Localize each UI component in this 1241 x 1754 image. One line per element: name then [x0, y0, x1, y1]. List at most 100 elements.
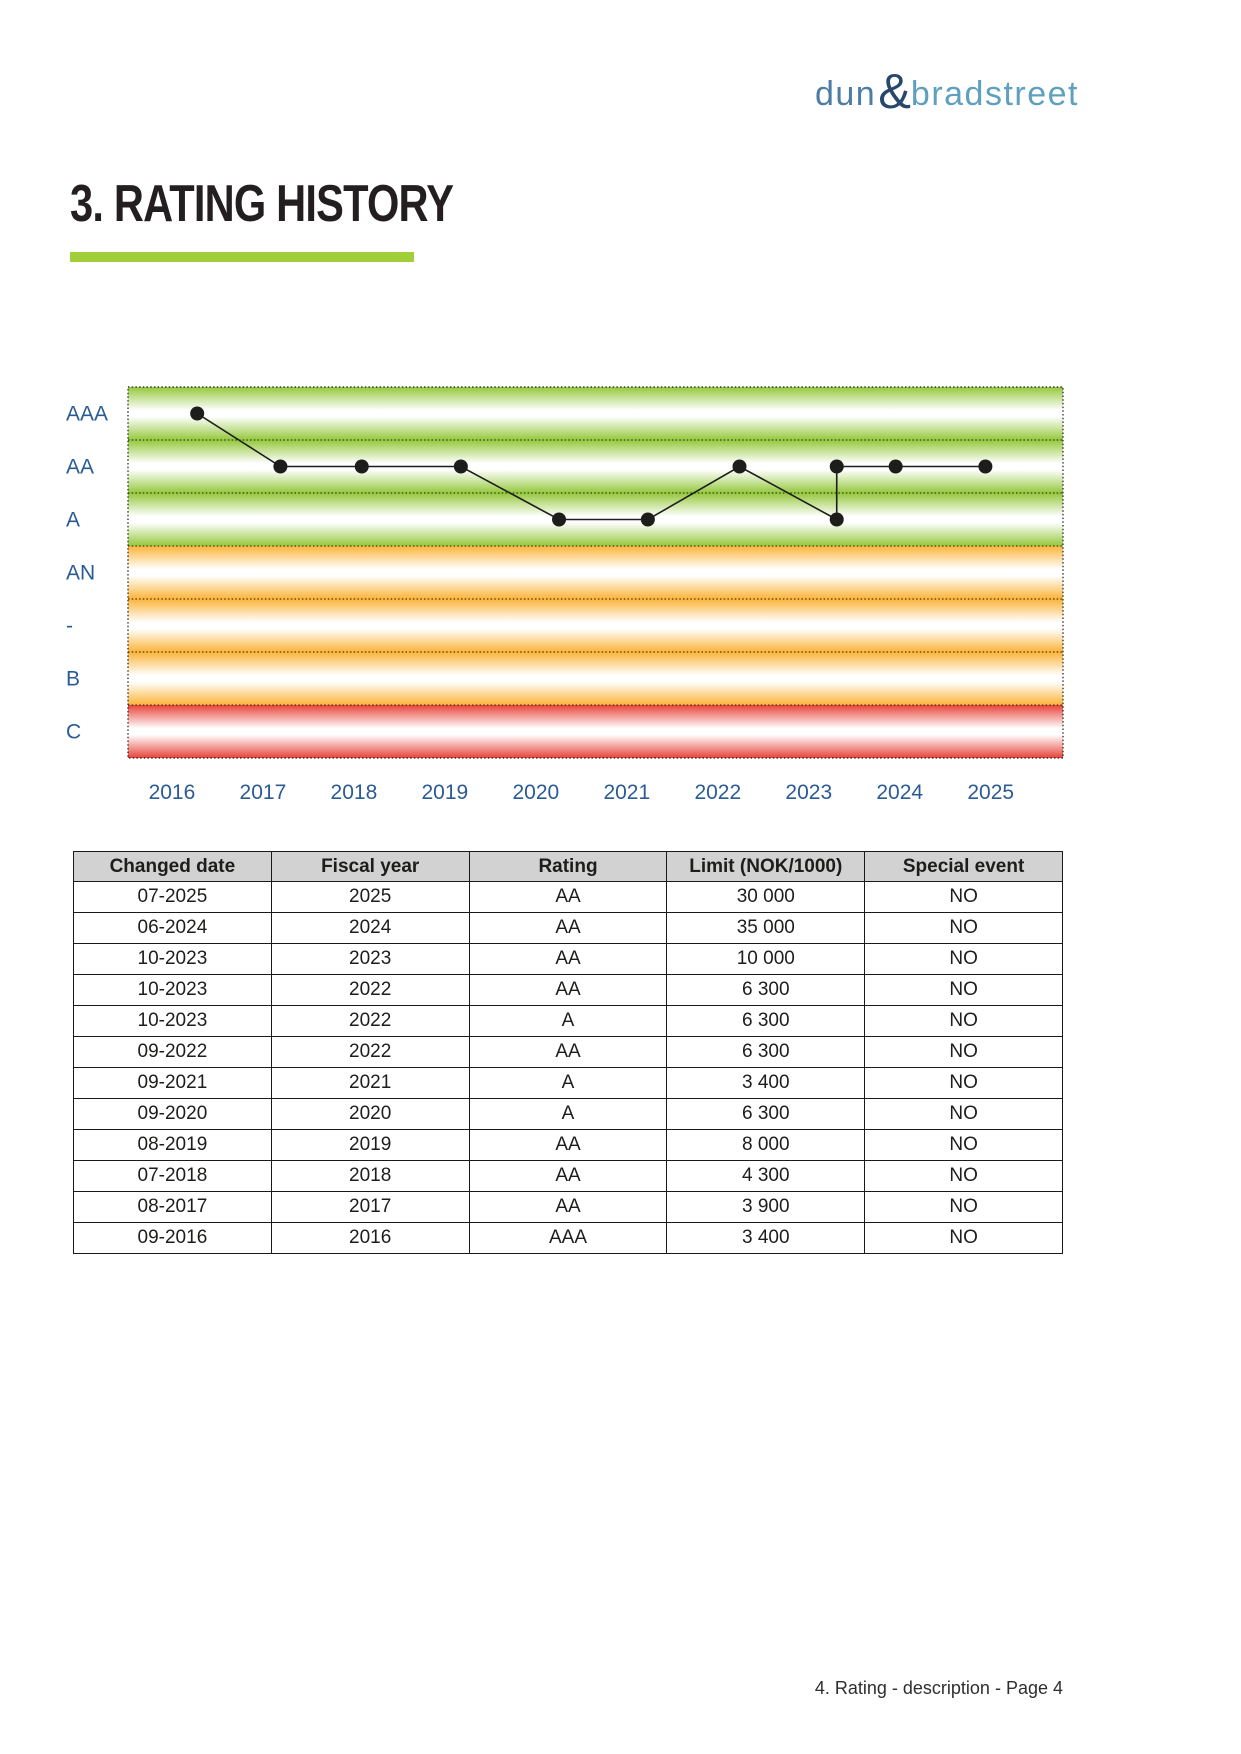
- table-cell: 2020: [270, 1098, 470, 1130]
- rating-point-09-2021-A: [640, 512, 655, 527]
- table-cell: 6 300: [666, 974, 866, 1006]
- rating-band-B: [128, 652, 1063, 705]
- rating-point-08-2019-AA: [453, 459, 468, 474]
- table-cell: AA: [468, 912, 668, 944]
- table-cell: NO: [864, 974, 1063, 1006]
- logo-text-bradstreet: bradstreet: [910, 75, 1079, 113]
- x-axis-label-2022: 2022: [694, 781, 741, 804]
- table-cell: 2022: [270, 1036, 470, 1068]
- page-title: 3. RATING HISTORY: [70, 175, 454, 233]
- rating-point-10-2023-AA: [829, 459, 844, 474]
- table-cell: AA: [468, 881, 668, 913]
- table-cell: 2022: [270, 974, 470, 1006]
- table-cell: 2016: [270, 1222, 470, 1254]
- table-cell: 10 000: [666, 943, 866, 975]
- table-cell: NO: [864, 881, 1063, 913]
- table-cell: A: [468, 1098, 668, 1130]
- table-cell: 07-2018: [73, 1160, 272, 1192]
- table-cell: 35 000: [666, 912, 866, 944]
- table-cell: NO: [864, 1160, 1063, 1192]
- table-cell: AA: [468, 1160, 668, 1192]
- table-cell: AA: [468, 1191, 668, 1223]
- table-cell: 07-2025: [73, 881, 272, 913]
- column-header-fiscal-year: Fiscal year: [270, 851, 470, 882]
- table-cell: 10-2023: [73, 943, 272, 975]
- table-header-row: Changed date Fiscal year Rating Limit (NOK/…: [73, 851, 1063, 882]
- table-row: 06-2024 2024 AA 35 000 NO: [73, 912, 1063, 944]
- table-cell: 4 300: [666, 1160, 866, 1192]
- y-axis-label-AA: AA: [66, 456, 94, 479]
- table-cell: 09-2021: [73, 1067, 272, 1099]
- table-cell: 3 400: [666, 1222, 866, 1254]
- table-cell: NO: [864, 1129, 1063, 1161]
- table-cell: 2017: [270, 1191, 470, 1223]
- table-cell: AA: [468, 974, 668, 1006]
- table-cell: AA: [468, 1036, 668, 1068]
- x-axis-label-2020: 2020: [512, 781, 559, 804]
- title-underline-bar: [70, 252, 414, 262]
- table-cell: 3 900: [666, 1191, 866, 1223]
- dun-and-bradstreet-logo: dun & bradstreet: [815, 68, 1079, 121]
- table-cell: 06-2024: [73, 912, 272, 944]
- table-cell: NO: [864, 1191, 1063, 1223]
- rating-band--: [128, 599, 1063, 652]
- table-cell: 2024: [270, 912, 470, 944]
- x-axis-label-2018: 2018: [331, 781, 378, 804]
- rating-band-C: [128, 705, 1063, 758]
- table-cell: 6 300: [666, 1098, 866, 1130]
- table-cell: 30 000: [666, 881, 866, 913]
- logo-text-dun: dun: [814, 75, 877, 113]
- column-header-changed-date: Changed date: [73, 851, 272, 882]
- table-cell: 6 300: [666, 1036, 866, 1068]
- rating-point-10-2023-A: [829, 512, 844, 527]
- table-row: 10-2023 2022 A 6 300 NO: [73, 1005, 1063, 1037]
- x-axis-label-2024: 2024: [876, 781, 923, 804]
- table-cell: 08-2019: [73, 1129, 272, 1161]
- table-cell: 6 300: [666, 1005, 866, 1037]
- page-footer: 4. Rating - description - Page 4: [814, 1678, 1063, 1698]
- column-header-special-event: Special event: [864, 851, 1063, 882]
- table-cell: NO: [864, 1036, 1063, 1068]
- table-cell: 8 000: [666, 1129, 866, 1161]
- table-cell: A: [468, 1005, 668, 1037]
- table-cell: NO: [864, 943, 1063, 975]
- table-row: 09-2020 2020 A 6 300 NO: [73, 1098, 1063, 1130]
- table-cell: 09-2016: [73, 1222, 272, 1254]
- table-cell: 10-2023: [73, 974, 272, 1006]
- table-row: 10-2023 2022 AA 6 300 NO: [73, 974, 1063, 1006]
- x-axis-label-2023: 2023: [785, 781, 832, 804]
- table-cell: A: [468, 1067, 668, 1099]
- x-axis-label-2017: 2017: [240, 781, 287, 804]
- table-cell: NO: [864, 1067, 1063, 1099]
- table-cell: 3 400: [666, 1067, 866, 1099]
- rating-point-08-2017-AA: [273, 459, 288, 474]
- table-body: 07-2025 2025 AA 30 000 NO 06-2024 2024 AA 35 000…: [73, 881, 1063, 1254]
- table-cell: 09-2020: [73, 1098, 272, 1130]
- table-cell: 08-2017: [73, 1191, 272, 1223]
- rating-history-chart: AAA AA A AN - B C 2016 2017 2018 2019 2020 2021 2022 2…: [0, 340, 1241, 820]
- rating-band-AN: [128, 546, 1063, 599]
- table-row: 09-2022 2022 AA 6 300 NO: [73, 1036, 1063, 1068]
- table-cell: 2023: [270, 943, 470, 975]
- y-axis-label--: -: [66, 615, 73, 638]
- rating-point-06-2024-AA: [888, 459, 903, 474]
- table-cell: 09-2022: [73, 1036, 272, 1068]
- y-axis-label-AAA: AAA: [66, 403, 108, 426]
- table-cell: AA: [468, 943, 668, 975]
- rating-point-09-2022-AA: [732, 459, 747, 474]
- rating-point-07-2018-AA: [354, 459, 369, 474]
- table-row: 07-2025 2025 AA 30 000 NO: [73, 881, 1063, 913]
- column-header-rating: Rating: [468, 851, 668, 882]
- y-axis-label-B: B: [66, 668, 80, 691]
- x-axis-label-2016: 2016: [149, 781, 196, 804]
- table-head: Changed date Fiscal year Rating Limit (NOK/…: [73, 851, 1063, 882]
- y-axis-label-AN: AN: [66, 562, 95, 585]
- y-axis-label-A: A: [66, 509, 80, 532]
- table-cell: NO: [864, 1098, 1063, 1130]
- rating-band-AAA: [128, 387, 1063, 440]
- rating-point-09-2016-AAA: [190, 406, 205, 421]
- rating-history-table: Changed date Fiscal year Rating Limit (NOK/…: [73, 851, 1063, 1254]
- table-cell: AAA: [468, 1222, 668, 1254]
